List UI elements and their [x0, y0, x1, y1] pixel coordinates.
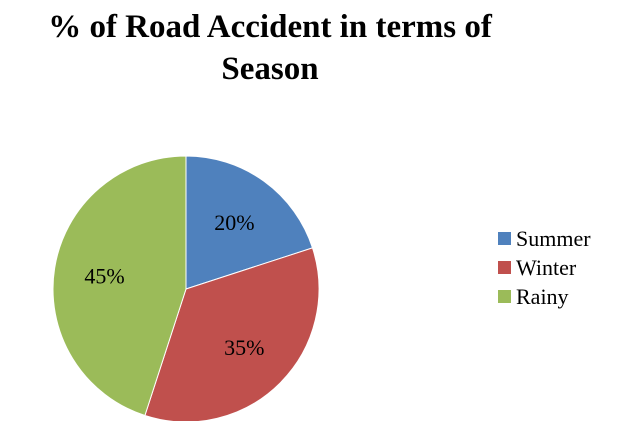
- pie-slice-labels: 20% 35% 45%: [84, 210, 264, 360]
- slice-label-winter: 35%: [224, 335, 264, 360]
- pie-slices: [52, 155, 320, 421]
- slice-label-rainy: 45%: [84, 264, 124, 289]
- pie-slice-rainy: [52, 155, 187, 417]
- legend-label-rainy: Rainy: [516, 283, 569, 309]
- chart-title-line-2: Season: [221, 51, 319, 87]
- legend-swatch-summer: [498, 232, 511, 245]
- legend: Summer Winter Rainy: [498, 225, 591, 312]
- chart-title: % of Road Accident in terms of Season: [0, 6, 540, 90]
- chart-title-line-1: % of Road Accident in terms of: [48, 9, 492, 45]
- legend-swatch-winter: [498, 261, 511, 274]
- pie-slice-winter: [144, 247, 320, 421]
- legend-item-summer: Summer: [498, 225, 591, 252]
- legend-label-winter: Winter: [516, 254, 577, 280]
- legend-label-summer: Summer: [516, 225, 591, 251]
- legend-swatch-rainy: [498, 290, 511, 303]
- pie-slice-summer: [185, 155, 314, 290]
- legend-item-rainy: Rainy: [498, 283, 591, 310]
- legend-item-winter: Winter: [498, 254, 591, 281]
- slice-label-summer: 20%: [214, 210, 254, 235]
